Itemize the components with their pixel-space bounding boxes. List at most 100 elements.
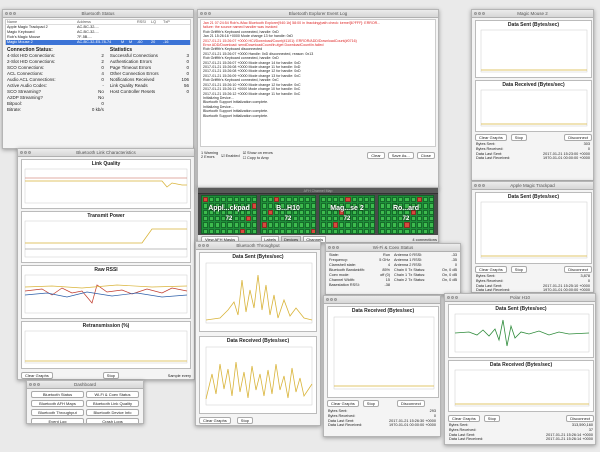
- title-bar[interactable]: AFH Channel Map: [198, 188, 438, 194]
- tab-channels[interactable]: Channels: [303, 236, 327, 242]
- kv-label: A2DP Streaming?: [7, 95, 43, 100]
- dashboard-button-crash-logs[interactable]: Crash Logs: [86, 418, 139, 423]
- kv-label: 4-Slot HID Connections:: [7, 53, 56, 58]
- title-bar[interactable]: Bluetooth Throughput: [196, 242, 320, 250]
- kv-label: Notifications Received: [109, 77, 155, 82]
- bluetooth-status-window: Bluetooth Status Name Address RSSI LQ TxP Ap…: [2, 9, 194, 149]
- connection-status-list: 4-Slot HID Connections: 2 2-Slot HID Conne…: [7, 53, 104, 113]
- kv-row: Authentication Errors 0: [110, 59, 189, 65]
- clear-graphs-button[interactable]: Clear Graphs: [21, 372, 53, 379]
- dashboard-button-bluetooth-status[interactable]: Bluetooth Status: [31, 391, 84, 398]
- stop-button[interactable]: Stop: [510, 266, 528, 273]
- disconnect-button[interactable]: Disconnect: [564, 266, 592, 273]
- kv-value: 106: [181, 77, 189, 82]
- tab-devices[interactable]: Devices: [280, 236, 302, 242]
- close-button[interactable]: Close: [416, 151, 435, 159]
- table-row[interactable]: Magic Keyboard AC-BC-32-...: [6, 30, 190, 35]
- clear-button[interactable]: Clear: [367, 151, 385, 159]
- kv-row: Bitpool: 0: [7, 101, 104, 107]
- save-as-button[interactable]: Save As...: [387, 151, 414, 159]
- kv-label: Active Audio Codec:: [7, 83, 48, 88]
- kv-row: Bytes Sent: 3,878: [476, 274, 590, 279]
- statistics-list: Successful Connections 3 Authentication Er…: [110, 53, 189, 95]
- view-afh-masks-button[interactable]: View AFH Masks: [201, 236, 240, 242]
- kv-row: Chain 2 Tx Status: On, 0 dB: [394, 278, 457, 283]
- title-bar[interactable]: Bluetooth Explorer Event Log: [198, 10, 438, 18]
- dashboard-button-bluetooth-throughput[interactable]: Bluetooth Throughput: [31, 409, 84, 416]
- log-line: Rob Griffith's Keyboard disconnected: [203, 47, 263, 52]
- kv-value: 0: [101, 77, 104, 82]
- clear-graphs-button[interactable]: Clear Graphs: [327, 400, 359, 407]
- dashboard-button-bluetooth-afh-maps[interactable]: Bluetooth AFH Maps: [31, 400, 84, 407]
- dashboard-button-bluetooth-device-info[interactable]: Bluetooth Device Info: [86, 409, 139, 416]
- clear-graphs-button[interactable]: Clear Graphs: [475, 266, 507, 273]
- table-cell: AC-BC-32-E5-78-74: [77, 40, 112, 44]
- clear-graphs-button[interactable]: Clear Graphs: [475, 134, 507, 141]
- clear-graphs-button[interactable]: Clear Graphs: [199, 417, 231, 424]
- afh-device-tile[interactable]: Appl...ckpad 72: [201, 195, 257, 234]
- disconnect-button[interactable]: Disconnect: [564, 134, 592, 141]
- title-bar[interactable]: [324, 296, 440, 304]
- kv-row: Antenna 1 RSSI: -35: [394, 258, 457, 263]
- chart-title: Link Quality: [91, 161, 121, 167]
- log-line: 2017-01-21 15:26:12 +0000 Mode change 11…: [203, 91, 301, 96]
- kv-value: 0: [186, 89, 189, 94]
- enabled-checkbox[interactable]: ☑ Enabled: [221, 153, 240, 158]
- afh-channel-grid: [380, 197, 433, 233]
- kv-label: Bytes Received:: [449, 427, 477, 432]
- disconnect-button[interactable]: Disconnect: [566, 415, 594, 422]
- table-row[interactable]: Rob's Magic Mouse 7F-5B-...: [6, 35, 190, 40]
- dashboard-button-bluetooth-link-quality[interactable]: Bluetooth Link Quality: [86, 400, 139, 407]
- title-bar[interactable]: Dashboard: [27, 381, 143, 389]
- data-sent-plot: [480, 29, 588, 73]
- warning-count: 1 Warning: [201, 151, 219, 155]
- title-bar[interactable]: Apple Magic Trackpad: [472, 182, 593, 190]
- stop-button[interactable]: Stop: [102, 372, 120, 379]
- afh-device-tile[interactable]: B...H10 72: [260, 195, 316, 234]
- kv-row: SCO Streaming? No: [7, 89, 104, 95]
- kv-value: 2017-01-21 15:26:30 +0000: [389, 418, 436, 423]
- copy-to-amp-checkbox[interactable]: ☐ Copy to Amp: [242, 156, 269, 160]
- kv-value: 293: [429, 409, 436, 413]
- clear-graphs-button[interactable]: Clear Graphs: [448, 415, 480, 422]
- table-row[interactable]: Apple Magic Trackpad 2 AC-BC-32-...: [6, 25, 190, 30]
- window-title: Apple Magic Trackpad: [510, 183, 555, 188]
- kv-value: No: [98, 95, 104, 100]
- kv-label: Antenna 2 RSSI:: [394, 263, 423, 267]
- kv-label: Bytes Received:: [328, 413, 356, 418]
- stop-button[interactable]: Stop: [362, 400, 380, 407]
- kv-value: -38: [384, 283, 391, 287]
- kv-row: Antenna 0 RSSI: -33: [394, 253, 457, 258]
- disconnect-button[interactable]: Disconnect: [397, 400, 425, 407]
- title-bar[interactable]: Bluetooth Status: [3, 10, 193, 18]
- show-on-errors-checkbox[interactable]: ☑ Show on errors: [242, 151, 273, 155]
- title-bar[interactable]: Bluetooth Link Characteristics: [18, 149, 194, 157]
- kv-row: Data Last Sent: 2017-01-21 15:26:14 +0000: [449, 433, 593, 438]
- table-cell: M: [129, 40, 133, 44]
- table-row[interactable]: Magic Mouse 2 AC-BC-32-E5-78-74 M M -60 20 -16: [6, 40, 190, 45]
- dashboard-button-event-log[interactable]: Event Log: [31, 418, 84, 423]
- kv-row: Basestation RSSI: -38: [329, 283, 390, 288]
- event-log-text[interactable]: Jan 21 07:24:54 Rob's-iMac Bluetooth Exp…: [200, 19, 436, 147]
- stop-button[interactable]: Stop: [236, 417, 254, 424]
- log-line: 2017-01-21 15:26:08 +0000 Mode change 12…: [203, 69, 301, 74]
- title-bar[interactable]: Polar H10: [445, 294, 595, 302]
- tile-name: B...H10: [276, 205, 300, 212]
- kv-value: -35: [451, 258, 458, 262]
- kv-value: 2: [101, 59, 104, 64]
- table-cell: 7F-5B-...: [77, 35, 92, 39]
- title-bar[interactable]: Magic Mouse 2: [472, 10, 593, 18]
- kv-value: On, 0 dB: [442, 273, 457, 277]
- kv-label: Data Last Sent:: [476, 283, 503, 288]
- tab-labels[interactable]: Labels: [261, 236, 279, 242]
- table-cell: -60: [137, 40, 143, 44]
- afh-device-tile[interactable]: Mag...se 2 72: [319, 195, 375, 234]
- afh-device-tile[interactable]: Ro...ard 72: [378, 195, 434, 234]
- stop-button[interactable]: Stop: [510, 134, 528, 141]
- title-bar[interactable]: Wi-Fi & Coex Status: [326, 244, 460, 252]
- stop-button[interactable]: Stop: [483, 415, 501, 422]
- kv-label: State:: [329, 253, 339, 257]
- dashboard-button-wi-fi-coex-status[interactable]: Wi-Fi & Coex Status: [86, 391, 139, 398]
- column-header: Address: [77, 20, 91, 24]
- kv-row: Bytes Received: 0: [328, 414, 436, 419]
